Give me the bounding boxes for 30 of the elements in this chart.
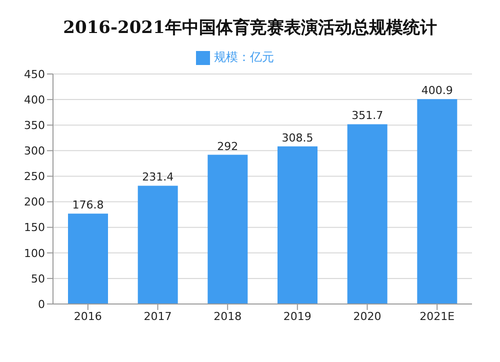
x-tick-label: 2021E xyxy=(420,310,455,323)
data-label: 292 xyxy=(217,140,238,153)
y-tick-label: 450 xyxy=(24,68,45,81)
y-tick-label: 100 xyxy=(24,246,45,260)
x-tick-label: 2020 xyxy=(353,310,382,323)
data-label: 400.9 xyxy=(421,84,453,98)
x-tick-label: 2016 xyxy=(74,310,102,323)
chart-title: 2016-2021年中国体育竞赛表演活动总规模统计 xyxy=(62,17,438,39)
y-tick-label: 250 xyxy=(24,170,45,184)
y-tick-label: 200 xyxy=(24,196,45,209)
data-label: 308.5 xyxy=(282,131,314,144)
bar xyxy=(417,99,458,304)
y-tick-label: 150 xyxy=(24,221,45,234)
y-tick-label: 300 xyxy=(24,144,45,158)
x-tick-label: 2017 xyxy=(144,310,172,323)
y-tick-label: 0 xyxy=(38,298,45,311)
x-tick-label: 2019 xyxy=(283,310,312,323)
x-tick-label: 2018 xyxy=(214,310,242,323)
bar xyxy=(208,154,248,304)
data-label: 351.7 xyxy=(352,109,384,122)
bar xyxy=(347,124,388,304)
y-tick-label: 50 xyxy=(31,272,45,286)
data-label: 231.4 xyxy=(142,170,174,184)
bar xyxy=(68,214,108,304)
data-label: 176.8 xyxy=(72,198,104,212)
y-tick-label: 350 xyxy=(24,119,45,132)
bar xyxy=(138,186,178,304)
bar xyxy=(278,146,318,304)
legend-label: 规模：亿元 xyxy=(214,50,274,64)
y-tick-label: 400 xyxy=(24,93,45,106)
